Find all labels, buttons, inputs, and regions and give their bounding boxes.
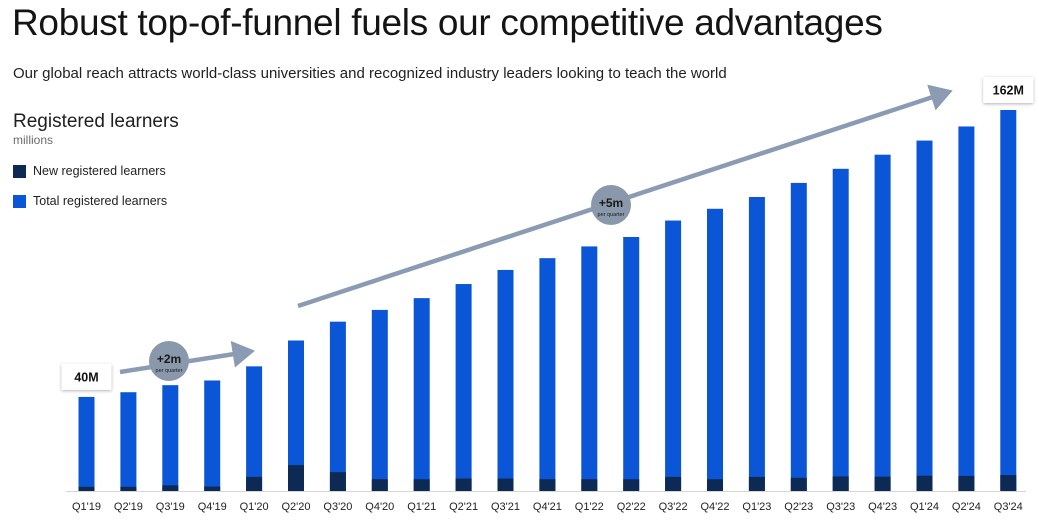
bar-total	[874, 154, 891, 491]
chart-unit: millions	[13, 133, 54, 147]
bar-new	[832, 476, 849, 491]
x-tick-label: Q3'22	[659, 501, 688, 513]
x-tick-label: Q2'24	[952, 501, 981, 513]
legend-label-new: New registered learners	[33, 164, 166, 178]
bar-total	[748, 197, 765, 491]
legend-item-new: New registered learners	[13, 164, 166, 178]
callout-end: 162M	[993, 84, 1024, 98]
x-tick-label: Q3'19	[156, 501, 185, 513]
x-tick-label: Q4'22	[700, 501, 729, 513]
bar-new	[874, 476, 891, 491]
bar-new	[623, 479, 640, 491]
legend-swatch-total	[13, 194, 26, 208]
bar-new	[78, 486, 95, 491]
legend-item-total: Total registered learners	[13, 194, 167, 208]
bar-new	[371, 479, 388, 491]
bar-total	[539, 258, 556, 491]
growth-2-bubble	[591, 185, 631, 225]
bar-total	[916, 140, 933, 491]
bar-new	[162, 485, 179, 491]
bar-new	[455, 478, 472, 491]
bar-total	[162, 385, 179, 491]
bar-total	[246, 366, 263, 491]
page-subtitle: Our global reach attracts world-class un…	[13, 65, 727, 82]
bar-total	[623, 237, 640, 491]
bar-new	[581, 479, 598, 491]
bar-total	[581, 246, 598, 491]
bar-new	[497, 478, 514, 491]
bar-new	[790, 477, 807, 491]
x-tick-label: Q2'20	[281, 501, 310, 513]
chart-title: Registered learners	[13, 111, 179, 132]
x-tick-label: Q4'20	[365, 501, 394, 513]
x-tick-label: Q1'19	[72, 501, 101, 513]
x-tick-label: Q1'24	[910, 501, 939, 513]
callout-end-box	[983, 77, 1034, 103]
bar-new	[246, 476, 263, 491]
x-tick-label: Q3'21	[491, 501, 520, 513]
x-tick-label: Q2'19	[114, 501, 143, 513]
x-tick-label: Q2'22	[617, 501, 646, 513]
bar-total	[329, 321, 346, 491]
growth-2-value: +5m	[599, 196, 623, 210]
x-tick-label: Q2'23	[784, 501, 813, 513]
callout-start-box	[61, 363, 112, 390]
bar-new	[1000, 475, 1017, 491]
x-tick-label: Q4'21	[533, 501, 562, 513]
bar-total	[707, 208, 723, 491]
bar-new	[916, 475, 933, 491]
bar-new	[120, 486, 137, 491]
bar-total	[790, 182, 807, 491]
bar-new	[204, 486, 221, 491]
legend-label-total: Total registered learners	[33, 194, 168, 208]
x-tick-label: Q3'23	[826, 501, 855, 513]
bar-total	[1000, 110, 1017, 491]
bar-total	[371, 309, 388, 491]
x-tick-label: Q3'24	[994, 501, 1023, 513]
growth-2-note: per quarter	[598, 212, 625, 218]
x-tick-label: Q1'23	[742, 501, 771, 513]
bar-new	[539, 479, 556, 491]
x-tick-label: Q4'19	[198, 501, 227, 513]
bar-new	[665, 476, 682, 491]
page-title: Robust top-of-funnel fuels our competiti…	[12, 2, 883, 43]
growth-1-value: +2m	[157, 352, 181, 366]
bar-total	[120, 392, 137, 491]
bar-new	[329, 472, 346, 491]
bar-new	[958, 475, 975, 491]
bar-total	[832, 168, 849, 491]
growth-1-note: per quarter	[156, 368, 183, 374]
bar-total	[958, 126, 975, 492]
bar-new	[288, 465, 304, 491]
growth-1-bubble	[149, 341, 189, 381]
bar-total	[204, 380, 221, 491]
callout-start: 40M	[74, 370, 98, 384]
bar-new	[748, 476, 765, 491]
x-tick-label: Q2'21	[449, 501, 478, 513]
bar-new	[413, 479, 430, 491]
bar-total	[413, 298, 430, 491]
legend-swatch-new	[13, 164, 26, 178]
bar-total	[78, 396, 95, 491]
x-tick-label: Q1'21	[407, 501, 436, 513]
x-tick-label: Q4'23	[868, 501, 897, 513]
x-tick-label: Q1'22	[575, 501, 604, 513]
bar-total	[288, 340, 304, 491]
bar-total	[665, 220, 682, 491]
bar-new	[707, 479, 723, 491]
bar-total	[497, 269, 514, 491]
x-tick-label: Q1'20	[240, 501, 269, 513]
x-tick-label: Q3'20	[323, 501, 352, 513]
bar-total	[455, 284, 472, 491]
